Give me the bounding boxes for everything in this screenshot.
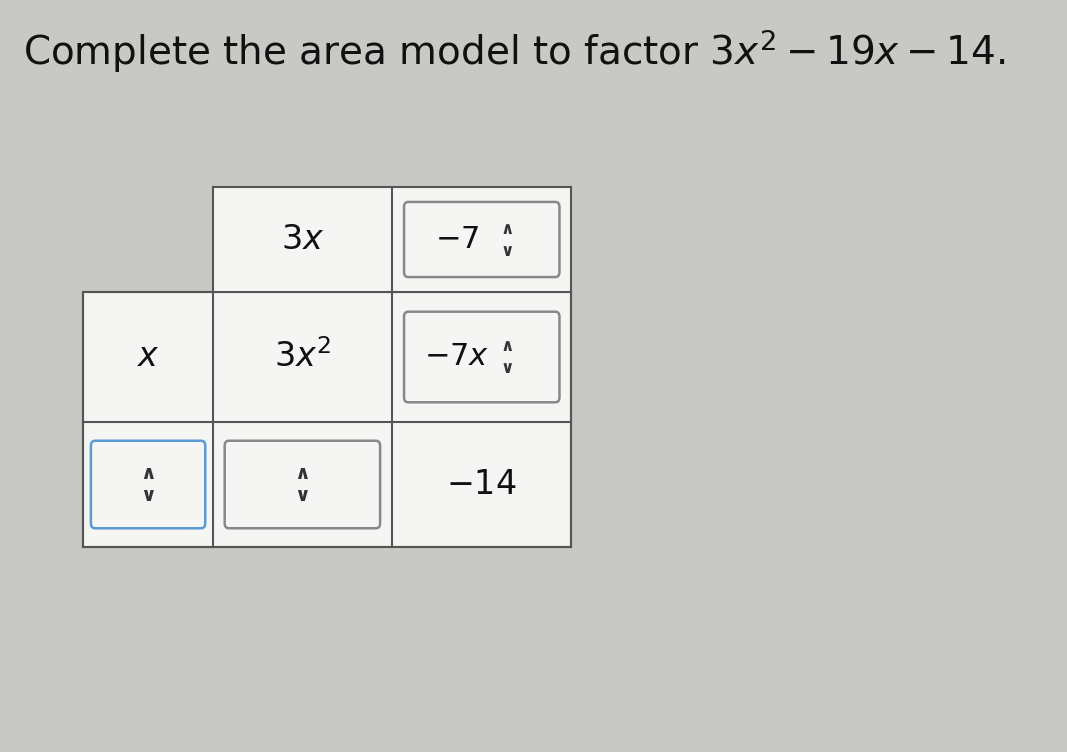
Text: ∧: ∧ (140, 464, 156, 483)
Text: $-14$: $-14$ (446, 468, 517, 501)
Text: Complete the area model to factor $3x^2 - 19x - 14$.: Complete the area model to factor $3x^2 … (23, 27, 1005, 74)
FancyBboxPatch shape (225, 441, 380, 528)
Text: ∧: ∧ (500, 220, 513, 238)
FancyBboxPatch shape (91, 441, 205, 528)
Text: ∧: ∧ (500, 337, 513, 355)
Text: $-7x$: $-7x$ (424, 342, 490, 371)
Text: ∧: ∧ (294, 464, 310, 483)
Text: ∨: ∨ (294, 486, 310, 505)
Bar (83, 292, 572, 547)
FancyBboxPatch shape (404, 311, 559, 402)
Text: $3x$: $3x$ (281, 223, 324, 256)
Text: $3x^2$: $3x^2$ (274, 340, 331, 374)
Bar (212, 187, 392, 292)
Text: ∨: ∨ (500, 359, 513, 377)
Bar (392, 187, 572, 292)
Text: $-7$: $-7$ (434, 225, 479, 254)
Text: $x$: $x$ (137, 341, 160, 374)
Text: ∨: ∨ (140, 486, 156, 505)
Text: ∨: ∨ (500, 241, 513, 259)
FancyBboxPatch shape (404, 202, 559, 277)
